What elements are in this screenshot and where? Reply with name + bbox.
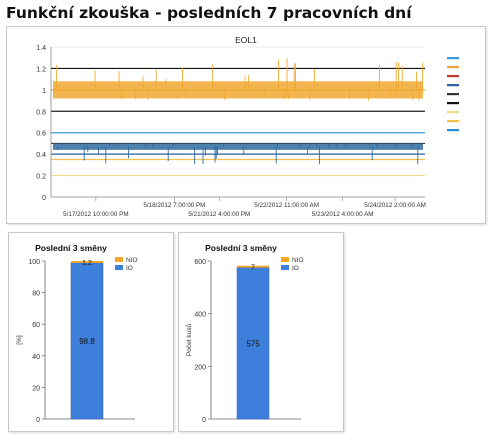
y-tick-label: 1 [42,88,46,95]
legend-swatch-nio [115,257,123,262]
axes: 0 0.2 0.4 0.6 0.8 1 1.2 1.4 5/18/2012 7:00:00 PM… [36,45,426,218]
bar-io [70,262,104,420]
y-tick-label: 200 [194,364,206,371]
data-series [53,58,424,165]
legend-swatch [447,75,459,78]
y-tick-label: 0 [202,417,206,424]
page-title: Funkční zkouška - posledních 7 pracovníc… [6,4,412,22]
series-0 [53,58,424,101]
bar-nio-label: 1.2 [82,260,92,267]
percent-bar-chart: Poslední 3 směny 0 20 40 60 80 100 [%] 98.8 1.2 NI… [16,243,138,424]
legend-swatch [447,57,459,60]
y-tick-label: 400 [194,312,206,319]
legend [447,57,459,132]
y-tick-label: 60 [32,322,40,329]
bar-nio [237,265,269,268]
legend-swatch-io [115,265,123,270]
count-bar-chart: Poslední 3 směny 0 200 400 600 Počet kusů 575 7… [185,243,304,424]
y-tick-label: 600 [194,259,206,266]
legend-swatch [447,129,459,132]
chart-title: EOL1 [235,35,257,45]
bar-io-label: 575 [246,339,260,348]
legend-swatch [447,84,459,87]
y-tick-label: 0.8 [36,109,46,116]
series-band [53,81,423,99]
y-tick-label: 40 [32,354,40,361]
eol-line-chart: EOL1 0 0.2 0.4 0.6 0.8 1 1.2 1.4 5/18/2012 7:00:… [36,35,459,218]
legend-swatch-nio [281,257,289,262]
y-tick-label: 0.6 [36,131,46,138]
y-tick-label: 20 [32,385,40,392]
x-tick-label: 5/17/2012 10:00:00 PM [63,211,128,218]
y-tick-label: 100 [28,259,40,266]
chart-title: Poslední 3 směny [205,243,277,253]
eol-chart-panel: EOL1 0 0.2 0.4 0.6 0.8 1 1.2 1.4 5/18/2012 7:00:… [6,26,486,224]
y-tick-label: 1.2 [36,66,46,73]
x-tick-label: 5/24/2012 2:00:00 AM [364,202,426,209]
x-tick-label: 5/21/2012 4:00:00 PM [188,211,250,218]
chart-title: Poslední 3 směny [35,243,107,253]
y-tick-label: 80 [32,291,40,298]
percent-chart-panel: Poslední 3 směny 0 20 40 60 80 100 [%] 98.8 1.2 NI… [8,232,174,432]
legend-swatch [447,93,459,96]
legend-swatch [447,111,459,114]
y-tick-label: 0.2 [36,174,46,181]
y-tick-label: 0 [36,417,40,424]
bar-io [236,267,270,420]
y-tick-label: 0 [42,195,46,202]
legend-label-io: IO [292,265,299,272]
y-tick-label: 1.4 [36,45,46,52]
legend-label-nio: NIO [126,257,138,264]
legend-swatch [447,66,459,69]
y-axis-label: Počet kusů [185,324,193,357]
series-1 [53,143,423,165]
legend-label-nio: NIO [292,257,304,264]
legend-swatch-io [281,265,289,270]
legend-label-io: IO [126,265,133,272]
x-tick-label: 5/18/2012 7:00:00 PM [143,202,205,209]
y-tick-label: 0.4 [36,152,46,159]
count-chart-panel: Poslední 3 směny 0 200 400 600 Počet kusů 575 7… [178,232,344,432]
y-axis-label: [%] [16,335,23,345]
x-tick-label: 5/22/2012 11:00:00 AM [254,202,319,209]
gridlines [51,46,425,198]
legend-swatch [447,102,459,105]
bar-io-label: 98.8 [79,337,95,346]
series-band [53,143,423,150]
legend-swatch [447,120,459,123]
bar-nio [71,261,103,263]
bar-nio-label: 7 [251,265,255,272]
x-tick-label: 5/23/2012 4:00:00 AM [312,211,374,218]
